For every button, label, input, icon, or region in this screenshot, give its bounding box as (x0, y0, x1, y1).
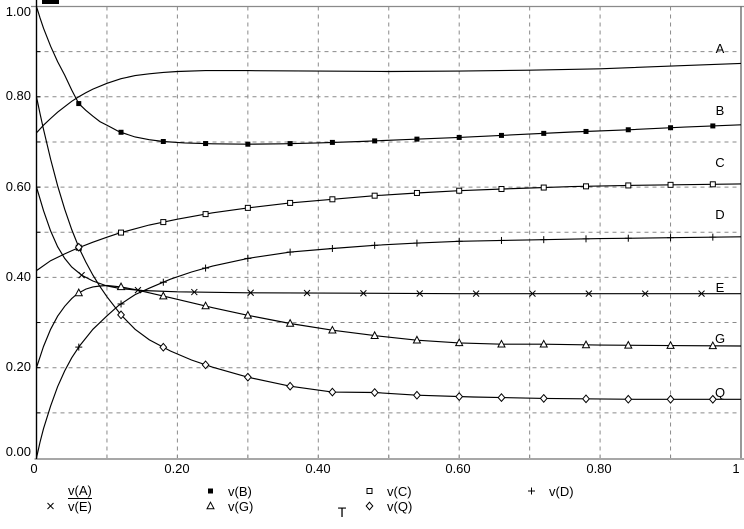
x-tick-label-0.80: 0.80 (586, 461, 612, 476)
legend-item-vD[interactable]: v(D) (524, 483, 574, 499)
markers-C (75, 181, 716, 251)
x-tick-label-0.60: 0.60 (445, 461, 471, 476)
y-tick-label-1.00: 1.00 (5, 4, 31, 19)
open-square-marker-icon (362, 484, 377, 499)
markers-G (74, 282, 718, 350)
curve-D (35, 236, 742, 459)
legend-label-vG: v(G) (228, 498, 254, 514)
y-tick-label-0.80: 0.80 (5, 88, 31, 103)
legend-item-vC[interactable]: v(C) (362, 483, 412, 499)
legend-label-vA: v(A) (68, 483, 92, 499)
x-axis-title: T (337, 504, 347, 520)
y-tick-label-0.00: 0.00 (5, 444, 31, 459)
triangle-marker-icon (203, 499, 218, 514)
plus-marker-icon (524, 484, 539, 499)
y-tick-label-0.20: 0.20 (5, 359, 31, 374)
y-tick-label-0.60: 0.60 (5, 179, 31, 194)
y-tick-label-0.40: 0.40 (5, 269, 31, 284)
curve-label-E: E (715, 280, 725, 295)
legend-item-vA[interactable]: v(A) (43, 483, 92, 499)
markers-D (75, 233, 717, 351)
curve-G (35, 284, 742, 368)
x-marker-icon (43, 499, 58, 514)
curve-label-Q: Q (714, 385, 726, 400)
curve-Q (35, 96, 741, 400)
curve-label-D: D (715, 207, 725, 222)
legend-label-vE: v(E) (68, 498, 92, 514)
diamond-marker-icon (362, 499, 377, 514)
markers-B (76, 101, 716, 147)
curve-label-C: C (715, 155, 725, 170)
curve-B (35, 6, 742, 145)
x-tick-label-0.20: 0.20 (164, 461, 190, 476)
filled-square-marker-icon (203, 484, 218, 499)
x-tick-label-0: 0 (30, 461, 38, 476)
legend-label-vC: v(C) (387, 483, 412, 499)
legend-item-vE[interactable]: v(E) (43, 498, 92, 514)
legend-label-vQ: v(Q) (387, 498, 413, 514)
curve-label-G: G (714, 331, 726, 346)
legend-label-vB: v(B) (228, 483, 252, 499)
curve-A (36, 62, 742, 134)
no-marker-icon (43, 484, 58, 499)
x-tick-label-0.40: 0.40 (305, 461, 331, 476)
curve-label-B: B (715, 103, 725, 118)
markers-Q (74, 242, 717, 404)
legend-label-vD: v(D) (549, 483, 574, 499)
x-tick-label-1: 1 (732, 461, 740, 476)
legend-item-vB[interactable]: v(B) (203, 483, 252, 499)
legend-item-vQ[interactable]: v(Q) (362, 498, 412, 514)
cropped-window-artifact (42, 0, 59, 4)
curve-label-A: A (715, 41, 725, 56)
legend-item-vG[interactable]: v(G) (203, 498, 253, 514)
